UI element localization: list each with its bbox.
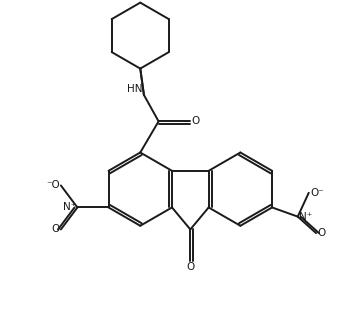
Text: HN: HN: [127, 84, 143, 94]
Text: O⁻: O⁻: [310, 188, 324, 198]
Text: N⁺: N⁺: [63, 203, 76, 213]
Text: O: O: [191, 116, 199, 126]
Text: O: O: [51, 224, 60, 234]
Text: N⁺: N⁺: [299, 212, 312, 222]
Text: O: O: [318, 228, 326, 238]
Text: ⁻O: ⁻O: [46, 180, 60, 191]
Text: O: O: [186, 262, 194, 272]
